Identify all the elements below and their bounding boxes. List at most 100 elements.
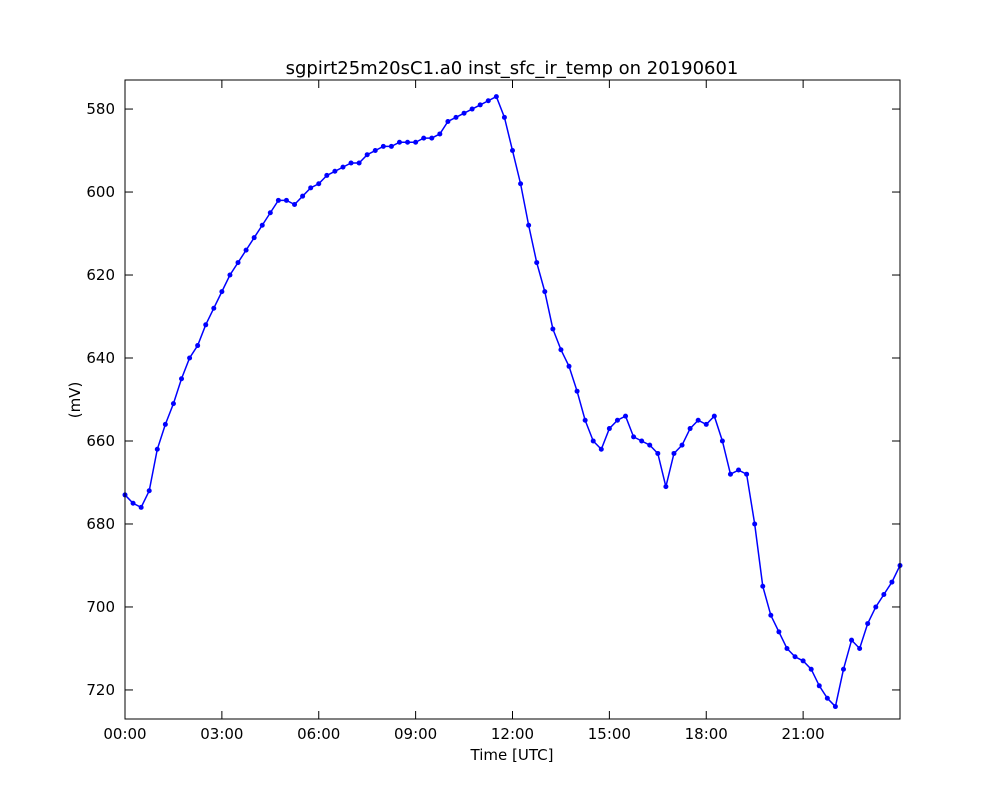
data-point <box>768 612 774 618</box>
y-tick-label: 640 <box>86 349 115 367</box>
data-point <box>510 148 515 154</box>
data-point <box>792 654 798 660</box>
data-point <box>348 160 354 166</box>
data-point <box>469 106 475 112</box>
data-point <box>542 289 548 295</box>
data-point <box>203 322 209 328</box>
data-point <box>687 426 693 432</box>
data-point <box>130 500 136 506</box>
data-point <box>558 347 564 353</box>
x-tick-label: 09:00 <box>394 725 437 743</box>
data-point <box>671 450 677 456</box>
data-point <box>614 417 620 423</box>
x-tick-label: 03:00 <box>200 725 243 743</box>
data-point <box>292 201 298 207</box>
data-point <box>719 438 725 444</box>
data-point <box>405 139 411 145</box>
data-point <box>211 305 217 311</box>
data-point <box>388 143 394 149</box>
data-point <box>623 413 629 419</box>
data-point <box>727 471 733 477</box>
chart-title: sgpirt25m20sC1.a0 inst_sfc_ir_temp on 20… <box>286 58 739 79</box>
x-tick-label: 00:00 <box>103 725 146 743</box>
data-point <box>380 143 386 149</box>
data-point <box>154 446 160 452</box>
data-point <box>437 131 443 137</box>
data-point <box>598 446 604 452</box>
data-point <box>227 272 233 278</box>
data-point <box>736 467 742 473</box>
data-point <box>760 583 766 589</box>
data-point <box>195 343 201 349</box>
data-point <box>421 135 427 141</box>
data-point <box>324 172 330 178</box>
data-point <box>300 193 306 199</box>
data-point <box>639 438 645 444</box>
data-point <box>308 185 314 191</box>
data-point <box>364 152 370 158</box>
data-point <box>179 376 185 382</box>
data-point <box>824 695 830 701</box>
data-point <box>219 289 225 295</box>
data-point <box>170 401 176 407</box>
data-point <box>267 210 273 216</box>
data-point <box>453 114 459 120</box>
data-point <box>187 355 193 361</box>
x-tick-label: 12:00 <box>491 725 534 743</box>
data-point <box>485 98 491 104</box>
data-point <box>372 148 378 154</box>
x-tick-label: 15:00 <box>588 725 631 743</box>
data-point <box>526 222 532 228</box>
data-point <box>752 521 758 527</box>
data-point <box>590 438 596 444</box>
data-point <box>647 442 653 448</box>
data-point <box>259 222 265 228</box>
data-point <box>703 421 709 427</box>
x-tick-label: 21:00 <box>782 725 825 743</box>
data-point <box>849 637 855 643</box>
data-point <box>243 247 249 253</box>
data-point <box>881 592 887 598</box>
x-axis-label: Time [UTC] <box>470 746 554 764</box>
data-point <box>332 168 338 174</box>
data-point <box>461 110 467 116</box>
data-point <box>429 135 435 141</box>
data-point <box>356 160 362 166</box>
data-point <box>784 645 790 651</box>
data-point <box>808 666 814 672</box>
y-tick-label: 620 <box>86 266 115 284</box>
data-point <box>776 629 782 635</box>
data-point <box>582 417 588 423</box>
data-point <box>251 235 257 241</box>
data-point <box>550 326 556 332</box>
data-point <box>889 579 895 585</box>
data-point <box>679 442 685 448</box>
x-tick-label: 18:00 <box>685 725 728 743</box>
data-point <box>566 363 572 369</box>
data-point <box>445 118 451 124</box>
data-point <box>340 164 346 170</box>
data-point <box>857 645 863 651</box>
data-point <box>501 114 507 120</box>
data-point <box>235 260 241 266</box>
data-point <box>396 139 402 145</box>
y-tick-label: 600 <box>86 183 115 201</box>
data-point <box>316 181 322 187</box>
data-point <box>493 94 499 100</box>
y-axis-label: (mV) <box>66 382 84 419</box>
data-point <box>477 102 483 108</box>
data-point <box>574 388 580 394</box>
data-point <box>800 658 806 664</box>
data-point <box>146 488 152 494</box>
y-tick-label: 580 <box>86 100 115 118</box>
data-point <box>283 197 289 203</box>
data-point <box>711 413 717 419</box>
data-point <box>518 181 524 187</box>
data-point <box>631 434 637 440</box>
data-point <box>832 704 838 710</box>
y-tick-label: 700 <box>86 598 115 616</box>
data-point <box>162 421 168 427</box>
data-point <box>865 621 871 627</box>
